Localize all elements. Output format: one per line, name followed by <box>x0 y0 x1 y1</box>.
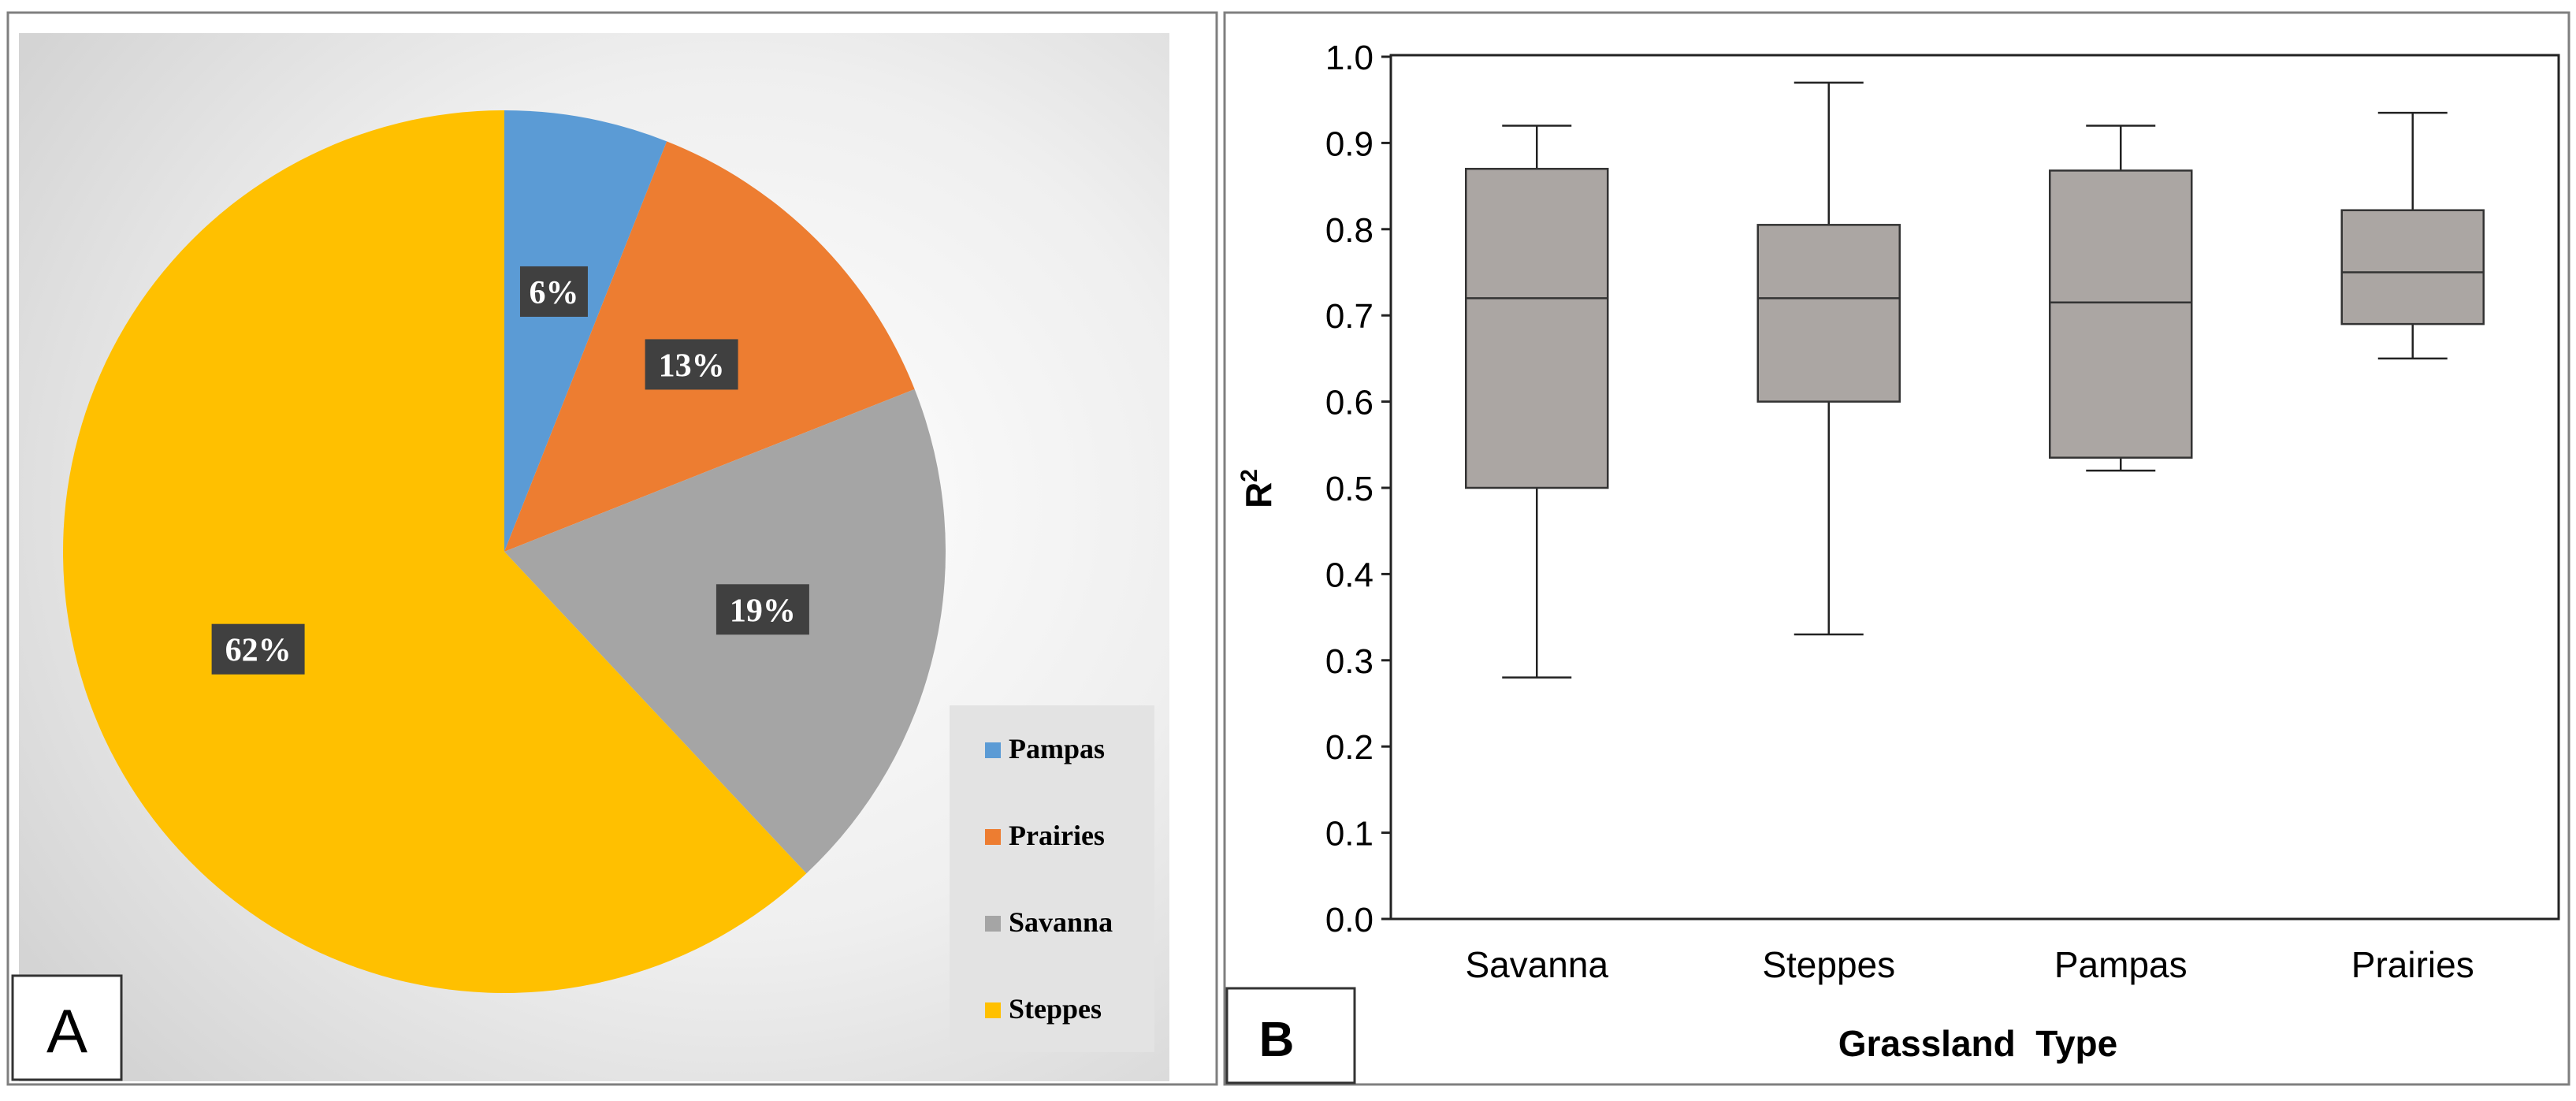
box-plot-series <box>1465 81 2485 679</box>
pie-slice-pampas <box>504 110 667 552</box>
box-savanna <box>1465 125 1609 679</box>
panel-a-label-box: A <box>11 974 123 1081</box>
y-tick-label: 0.5 <box>1325 470 1373 508</box>
pie-data-labels: 6% 13% 19% 62% <box>211 266 809 675</box>
iqr-box-pampas <box>2049 169 2193 459</box>
x-axis-tick-labels: Savanna Steppes Pampas Prairies <box>1465 944 2474 985</box>
pie-label-box-prairies <box>645 339 738 390</box>
pie-data-label-steppes: 62% <box>225 633 292 669</box>
x-axis-label: Grassland Type <box>1838 1023 2118 1064</box>
legend-label-steppes: Steppes <box>1009 993 1102 1025</box>
pie-data-label-pampas: 6% <box>529 275 578 311</box>
iqr-box-prairies <box>2340 209 2485 325</box>
pie-label-box-pampas <box>519 266 588 317</box>
x-tick-label-prairies: Prairies <box>2351 944 2474 985</box>
pie-legend: Pampas Prairies Savanna Steppes <box>950 705 1154 1052</box>
y-tick-label: 0.3 <box>1325 642 1373 681</box>
pie-data-label-prairies: 13% <box>659 348 725 384</box>
legend-swatch-steppes <box>985 1002 1001 1018</box>
y-tick-label: 0.9 <box>1325 125 1373 163</box>
pie-label-box-savanna <box>716 584 809 635</box>
x-tick-label-pampas: Pampas <box>2054 944 2188 985</box>
pie-slice-steppes <box>62 110 807 993</box>
pie-data-label-savanna: 19% <box>730 593 796 629</box>
iqr-box-steppes <box>1756 224 1901 403</box>
y-axis: 0.0 0.1 0.2 0.3 0.4 0.5 0.6 0.7 0.8 0.9 1.0 <box>1325 39 1391 939</box>
x-tick-label-savanna: Savanna <box>1465 944 1608 985</box>
box-pampas <box>2049 125 2193 472</box>
y-tick-label: 0.2 <box>1325 728 1373 767</box>
y-tick-label: 0.8 <box>1325 211 1373 250</box>
legend-swatch-prairies <box>985 829 1001 845</box>
panel-a-label: A <box>46 996 87 1066</box>
iqr-box-savanna <box>1465 167 1609 489</box>
panel-b-label-box: B <box>1225 987 1356 1084</box>
y-tick-label: 0.6 <box>1325 384 1373 422</box>
box-prairies <box>2340 111 2485 360</box>
panel-b-label: B <box>1259 1013 1295 1067</box>
box-steppes <box>1756 81 1901 636</box>
pie-slices <box>62 110 946 993</box>
y-tick-label: 0.4 <box>1325 556 1373 594</box>
x-tick-label-steppes: Steppes <box>1762 944 1895 985</box>
pie-label-box-steppes <box>211 623 305 675</box>
panel-b-box-plot: 0.0 0.1 0.2 0.3 0.4 0.5 0.6 0.7 0.8 0.9 1.0 Savann… <box>1223 11 2570 1086</box>
y-tick-label: 0.1 <box>1325 815 1373 854</box>
legend-label-prairies: Prairies <box>1009 820 1105 851</box>
panel-a-pie-chart: 6% 13% 19% 62% Pampas Prairies Savanna Steppes… <box>6 11 1218 1086</box>
legend-swatch-savanna <box>985 916 1001 932</box>
y-tick-label: 0.0 <box>1325 901 1373 939</box>
y-axis-label: R2 <box>1236 469 1279 508</box>
y-tick-label: 1.0 <box>1325 39 1373 77</box>
legend-label-pampas: Pampas <box>1009 733 1105 764</box>
legend-label-savanna: Savanna <box>1009 906 1113 938</box>
legend-swatch-pampas <box>985 742 1001 758</box>
y-tick-label: 0.7 <box>1325 297 1373 336</box>
